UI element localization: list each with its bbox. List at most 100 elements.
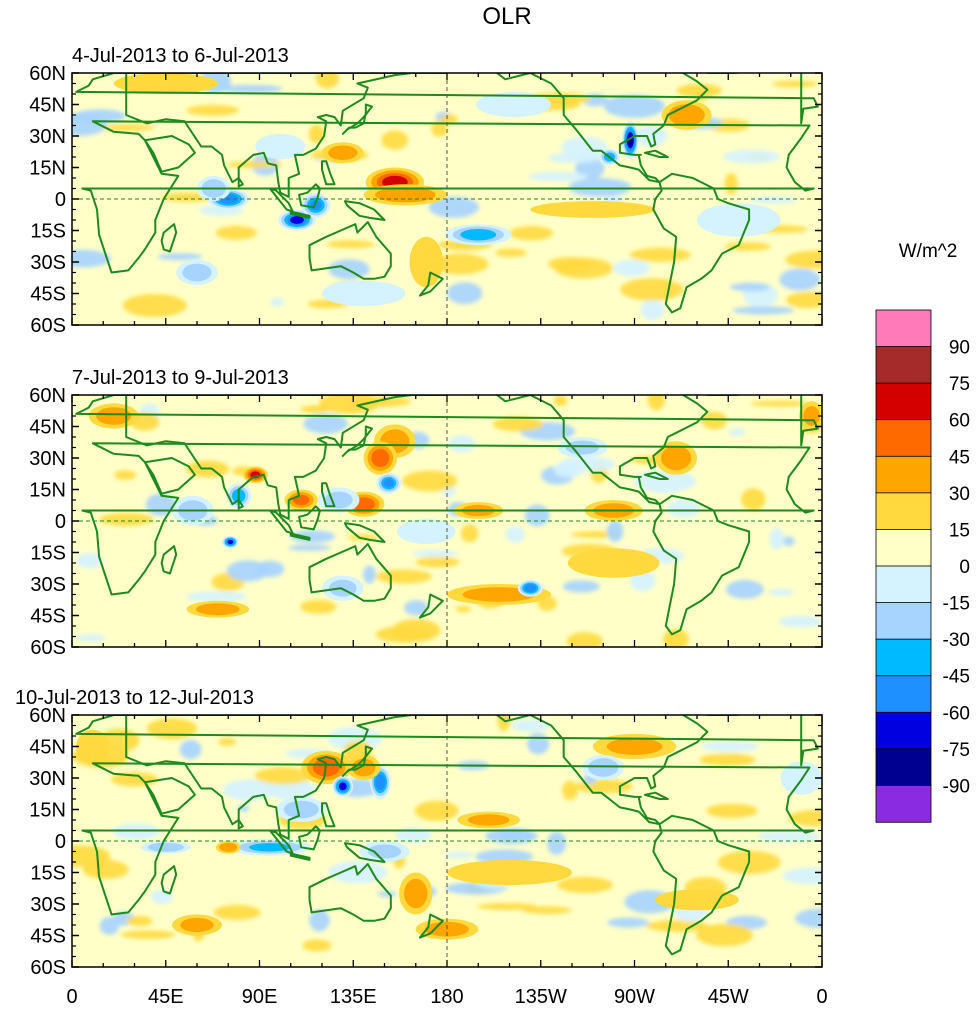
olr-contour [565,440,600,455]
olr-anomaly-patch [527,732,550,755]
coastlines-2 [72,395,822,647]
coastline [75,73,819,125]
olr-anomaly-patch [220,84,283,93]
colorbar-swatch [875,785,932,823]
olr-anomaly-patch [213,904,261,920]
olr-anomaly-patch [726,580,764,599]
coastline [237,499,244,510]
coastline [143,135,196,173]
figure-title: OLR [482,3,531,30]
olr-contour [195,603,240,616]
olr-anomaly-patch [771,80,819,88]
olr-anomaly-patch [732,306,795,315]
olr-anomaly-patch [750,400,810,407]
panel-subtitle-2: 7-Jul-2013 to 9-Jul-2013 [72,367,289,389]
olr-anomaly-patch [524,504,550,527]
colorbar-label: -90 [943,776,970,797]
olr-anomaly-patch [701,741,759,752]
olr-contour [447,859,572,886]
olr-anomaly [582,754,625,781]
olr-anomaly-patch [547,831,567,855]
olr-anomaly-patch [640,299,665,321]
olr-anomaly-patch [150,889,173,904]
olr-anomaly-patch [308,124,325,144]
coastline [143,457,196,495]
coastline [643,149,669,158]
olr-anomaly [780,761,822,795]
olr-contour [322,280,406,307]
coastline [321,482,336,508]
lat-label: 45N [29,95,66,117]
coastline [876,73,980,197]
coastline [494,715,709,826]
lat-label: 15N [29,800,66,822]
olr-contour [219,842,238,852]
lat-label: 60N [29,705,66,727]
olr-anomaly [592,733,677,760]
lat-label: 15S [30,543,66,565]
lat-label: 45N [29,417,66,439]
lon-label: 90W [614,986,655,1008]
olr-anomaly-patch [381,130,409,150]
olr-anomaly [363,184,447,206]
olr-anomaly-patch [788,810,822,827]
olr-anomaly-patch [447,282,483,305]
colorbar-label: -45 [943,667,970,688]
longitude-labels: 0 45E 90E 135E 180 135W 90W 45W 0 [66,986,827,1008]
olr-contour [180,918,214,932]
coastline [298,505,321,531]
lat-label: 15S [30,863,66,885]
olr-anomaly-patch [553,461,584,478]
olr-contour [328,145,358,161]
olr-anomaly-patch [363,565,376,584]
olr-anomaly [415,918,479,940]
olr-anomaly-patch [375,626,431,643]
olr-anomaly-patch [613,259,650,277]
olr-anomaly [397,518,456,545]
coastline [494,395,709,506]
olr-anomaly-patch [497,715,511,732]
olr-contour [655,889,739,911]
lat-label: 15N [29,158,66,180]
olr-anomaly [476,91,552,118]
olr-contour [339,782,347,791]
lat-label: 30N [29,448,66,470]
olr-anomaly-patch [647,395,665,411]
olr-anomaly [445,224,512,246]
lat-label: 45S [30,284,66,306]
olr-contour [530,201,656,218]
lat-label: 60S [30,315,66,337]
olr-anomaly [215,841,241,854]
olr-anomaly-patch [375,569,432,584]
map-panel-2: 7-Jul-2013 to 9-Jul-2013 60N 45N 30N 15N 0 15… [29,367,823,659]
olr-anomaly-patch [768,588,794,596]
colorbar-label: 90 [949,338,970,359]
olr-anomaly [322,142,364,164]
colorbar-swatch [875,529,932,567]
coastline [341,103,373,135]
olr-anomaly-patch [302,939,332,952]
coastline [125,395,413,520]
olr-anomaly [567,548,660,578]
olr-anomaly-patch [460,524,479,543]
olr-anomaly [530,201,656,218]
olr-anomaly [457,811,520,829]
olr-anomaly-patch [430,253,489,275]
olr-anomaly-patch [215,225,257,240]
panel-subtitle-3: 10-Jul-2013 to 12-Jul-2013 [15,687,254,709]
olr-contour [283,800,319,819]
lon-label: 0 [816,986,827,1008]
colorbar-label: 75 [949,374,970,395]
olr-anomaly [399,872,433,915]
lon-label: 45W [708,986,749,1008]
olr-anomaly-patch [724,242,772,251]
coastline [308,863,392,922]
coastline [237,177,244,188]
lon-label: 45E [148,986,184,1008]
olr-anomaly [697,203,781,237]
olr-anomaly-patch [492,416,544,432]
olr-anomaly-patch [728,428,746,436]
olr-anomaly-patch [309,909,330,932]
coastline [125,715,413,840]
